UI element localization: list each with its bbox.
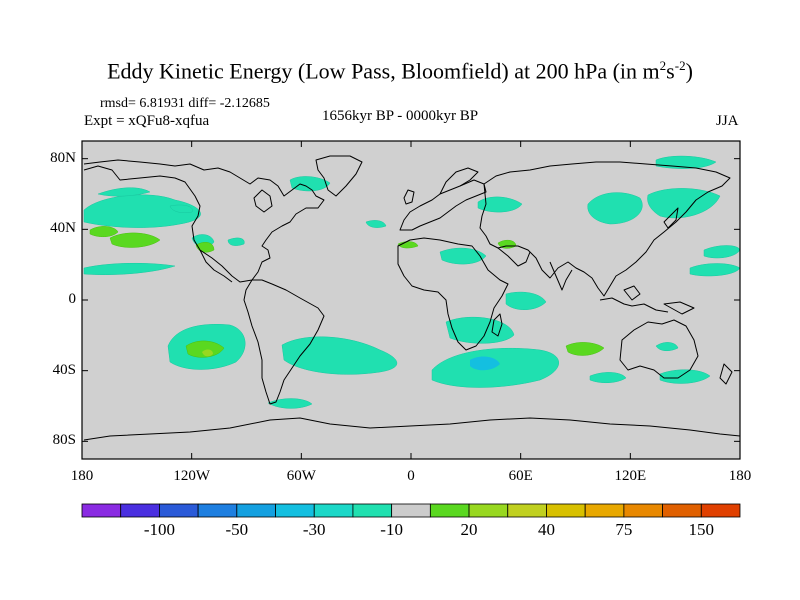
anomaly-patch	[587, 192, 643, 225]
colorbar-label: 150	[688, 520, 715, 539]
anomaly-patch	[281, 336, 398, 375]
colorbar-box	[700, 503, 741, 518]
colorbar-box	[352, 503, 393, 518]
anomaly-patch	[439, 247, 487, 265]
anomaly-patch	[83, 262, 176, 275]
lat-tick-label: 40S	[52, 361, 76, 378]
lon-tick-label: 180	[728, 468, 752, 484]
colorbar-box	[391, 503, 431, 518]
colorbar-box	[546, 503, 586, 518]
lon-tick-label: 60W	[286, 468, 316, 484]
colorbar-label: -50	[225, 520, 249, 539]
lat-tick-label: 80S	[52, 432, 76, 449]
period-label: 1656kyr BP - 0000kyr BP	[322, 108, 479, 124]
colorbar-label: 75	[615, 520, 633, 539]
colorbar-box	[275, 503, 315, 518]
lon-tick-label: 0	[407, 468, 415, 484]
anomaly-patch	[185, 340, 225, 358]
coastline-borneo	[623, 285, 641, 301]
colorbar-box	[120, 503, 160, 518]
map-background	[82, 141, 740, 459]
colorbar-box	[313, 503, 354, 518]
anomaly-patch	[289, 176, 331, 192]
lon-tick-label: 120W	[173, 468, 210, 484]
colorbar-box	[236, 503, 276, 518]
coastline-asia	[479, 161, 731, 297]
coastline-arabia	[497, 247, 531, 267]
anomaly-patch	[470, 356, 500, 371]
coastline-scandinavia	[439, 167, 479, 195]
lon-tick-label: 180	[70, 468, 94, 484]
anomaly-patch	[655, 342, 679, 351]
colorbar-box	[584, 503, 625, 518]
coastline-south-america	[243, 279, 325, 405]
coastline-europe	[399, 179, 487, 231]
anomaly-patch	[169, 204, 193, 213]
coastline-mexico	[199, 249, 233, 283]
anomaly-patch	[477, 196, 523, 213]
coastline-new-guinea	[663, 301, 695, 315]
colorbar	[81, 503, 741, 518]
anomaly-patch	[89, 226, 119, 237]
colorbar-box	[662, 503, 702, 518]
coastline-australia	[619, 319, 699, 379]
coastline-madagascar	[491, 313, 503, 337]
anomaly-patch	[589, 372, 627, 383]
colorbar-box	[468, 503, 509, 518]
lon-tick-label: 60E	[508, 468, 533, 484]
anomaly-patch	[202, 349, 213, 357]
colorbar-label: -10	[380, 520, 403, 539]
anomaly-patch	[505, 291, 547, 310]
axis-ticks	[81, 141, 741, 459]
anomaly-patch	[109, 232, 161, 248]
coastline-north-america	[83, 159, 325, 283]
colorbar-box	[81, 503, 122, 518]
colorbar-label: -30	[302, 520, 326, 539]
anomaly-patch	[565, 342, 605, 356]
season-label: JJA	[716, 113, 739, 129]
colorbar-label: 20	[460, 520, 478, 539]
experiment-label: Expt = xQFu8-xqfua	[84, 113, 210, 129]
anomaly-patch	[659, 369, 711, 384]
lat-tick-label: 0	[68, 291, 77, 307]
anomaly-patch	[267, 398, 313, 409]
anomaly-patch	[97, 187, 151, 197]
coastline-hudson	[253, 189, 273, 213]
colorbar-box	[159, 503, 199, 518]
coastline-indonesia	[599, 297, 669, 313]
colorbar-label: 40	[537, 520, 555, 539]
coastline-india	[549, 261, 573, 291]
colorbar-box	[197, 503, 238, 518]
coastline-new-zealand	[719, 363, 733, 385]
lat-tick-label: 80N	[50, 149, 76, 166]
lon-tick-label: 120E	[614, 468, 647, 484]
map-panel	[81, 140, 741, 460]
coastline-greenland	[315, 155, 363, 197]
anomaly-patch	[365, 220, 387, 228]
coastline-british-isles	[403, 189, 415, 205]
colorbar-label: -100	[143, 520, 175, 539]
coastline-japan	[663, 207, 679, 229]
stats-text: rmsd= 6.81931 diff= -2.12685	[100, 96, 270, 111]
colorbar-box	[429, 503, 470, 518]
colorbar-box	[623, 503, 663, 518]
coastlines	[83, 155, 741, 441]
colorbar-box	[507, 503, 547, 518]
coastline-africa	[397, 237, 509, 351]
plot-title: Eddy Kinetic Energy (Low Pass, Bloomfiel…	[107, 58, 693, 84]
lat-tick-label: 40N	[50, 220, 76, 237]
coastline-antarctica	[83, 417, 741, 441]
anomaly-patch	[445, 316, 515, 344]
anomaly-patch	[227, 237, 245, 246]
anomaly-fill-layer	[83, 155, 741, 409]
anomaly-patch	[431, 347, 559, 388]
